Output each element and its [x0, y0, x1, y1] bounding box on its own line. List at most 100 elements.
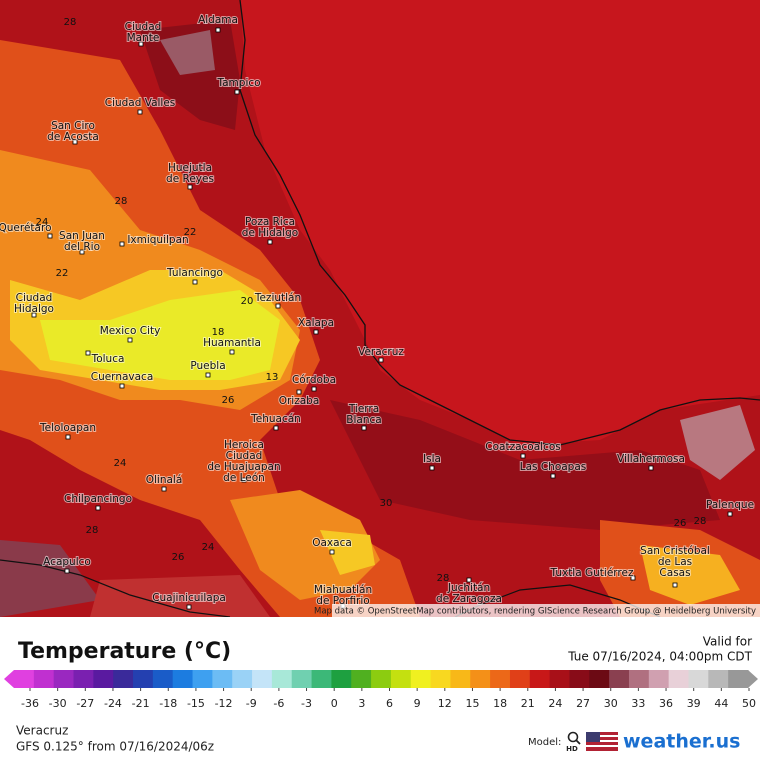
city-label: Teziutlán	[254, 292, 301, 304]
colorbar-tick-label: 9	[414, 697, 421, 710]
color-swatch	[291, 670, 313, 688]
city-label: Ciudad	[125, 21, 162, 33]
city-label: Ciudad	[16, 292, 53, 304]
contour-label: 26	[674, 518, 687, 529]
colorbar-tick-label: 15	[465, 697, 479, 710]
city-label: Teloloapan	[39, 422, 96, 434]
city-dot	[187, 184, 193, 190]
color-swatch	[192, 670, 213, 688]
city-dot	[550, 473, 556, 479]
color-swatch	[668, 670, 689, 688]
colorbar-tick-label: 21	[521, 697, 535, 710]
city-label: de León	[223, 472, 265, 484]
city-dot	[313, 329, 319, 335]
contour-label: 18	[212, 327, 225, 338]
color-swatch	[271, 670, 293, 688]
city-label: Casas	[659, 567, 690, 579]
city-label: Juchitán	[447, 582, 490, 594]
city-dot	[119, 383, 125, 389]
city: Isla	[422, 452, 442, 471]
city: Veracruz	[357, 345, 405, 363]
city-label: Cuajinicuilapa	[152, 592, 226, 604]
city-dot	[85, 350, 91, 356]
city-dot	[648, 465, 654, 471]
city-label: Olinalá	[146, 474, 183, 486]
color-swatch	[688, 670, 709, 688]
contour-label: 26	[222, 395, 235, 406]
city: Cuernavaca	[90, 370, 154, 389]
city: Puebla	[189, 359, 227, 378]
city-label: Oaxaca	[312, 537, 352, 549]
city-label: Tulancingo	[166, 267, 223, 279]
city: Teziutlán	[253, 291, 302, 309]
city-dot	[79, 249, 85, 255]
city: Aldama	[197, 13, 239, 33]
colorbar-tick-label: -3	[301, 697, 312, 710]
colorbar-tick-label: 18	[493, 697, 507, 710]
city: Olinalá	[145, 473, 183, 492]
color-swatch	[93, 670, 114, 688]
city: Oaxaca	[311, 536, 353, 555]
contour-label: 20	[241, 296, 254, 307]
colorbar-tick-label: -18	[159, 697, 177, 710]
city-dot	[137, 109, 143, 115]
city-label: Xalapa	[298, 317, 334, 329]
city-label: Acapulco	[43, 556, 91, 568]
city-label: de Las	[658, 556, 692, 568]
city: Xalapa	[297, 316, 335, 335]
color-swatch	[708, 670, 729, 688]
city: Coatzacoalcos	[484, 440, 562, 459]
city-label: Cuernavaca	[91, 371, 154, 383]
city: Tehuacán	[249, 412, 302, 431]
colorbar-tick-label: 0	[331, 697, 338, 710]
city-label: Miahuatlán	[314, 584, 372, 596]
city-dot	[47, 233, 53, 239]
colorbar-tick-label: -36	[21, 697, 39, 710]
color-swatch	[172, 670, 194, 688]
color-swatch	[331, 670, 352, 688]
colorbar-tick-label: -27	[76, 697, 94, 710]
model-run: GFS 0.125° from 07/16/2024/06z	[16, 740, 214, 754]
colorbar-tick-label: -21	[132, 697, 150, 710]
city-label: Aldama	[198, 14, 238, 26]
brand[interactable]: weather.us	[623, 731, 740, 753]
color-swatch	[351, 670, 372, 688]
city-label: Tierra	[348, 403, 379, 415]
map-attribution: Map data © OpenStreetMap contributors, r…	[314, 607, 756, 617]
city-dot	[229, 349, 235, 355]
valid-time: Tue 07/16/2024, 04:00pm CDT	[567, 650, 752, 664]
color-swatch	[490, 670, 511, 688]
city-dot	[273, 425, 279, 431]
model-badge: HD	[566, 745, 578, 753]
colorbar-tick-label: -12	[215, 697, 233, 710]
colorbar-tick-label: 36	[659, 697, 673, 710]
colorbar-tick-label: 33	[631, 697, 645, 710]
city-label: de Huajuapan	[207, 461, 280, 473]
city-dot	[672, 582, 678, 588]
city-label: de Acosta	[47, 131, 99, 143]
colorbar-tick-label: -9	[246, 697, 257, 710]
color-swatch	[470, 670, 491, 688]
contour-label: 13	[266, 372, 279, 383]
color-swatch	[53, 670, 75, 688]
valid-label: Valid for	[703, 635, 752, 649]
color-swatch	[589, 670, 610, 688]
city: Ixmiquilpan	[119, 233, 190, 247]
city-label: Mante	[127, 32, 160, 44]
city-label: Tehuacán	[250, 413, 301, 425]
city-dot	[520, 453, 526, 459]
colorbar-tick-label: 24	[548, 697, 562, 710]
color-swatch	[232, 670, 253, 688]
color-swatch	[14, 670, 35, 688]
color-swatch	[252, 670, 273, 688]
city-label: Huejutla	[168, 162, 212, 174]
colorbar	[4, 670, 758, 688]
city-label: de Hidalgo	[242, 227, 298, 239]
contour-label: 28	[86, 525, 99, 536]
city: Acapulco	[42, 555, 92, 574]
city-label: Veracruz	[358, 346, 404, 358]
color-swatch	[648, 670, 670, 688]
